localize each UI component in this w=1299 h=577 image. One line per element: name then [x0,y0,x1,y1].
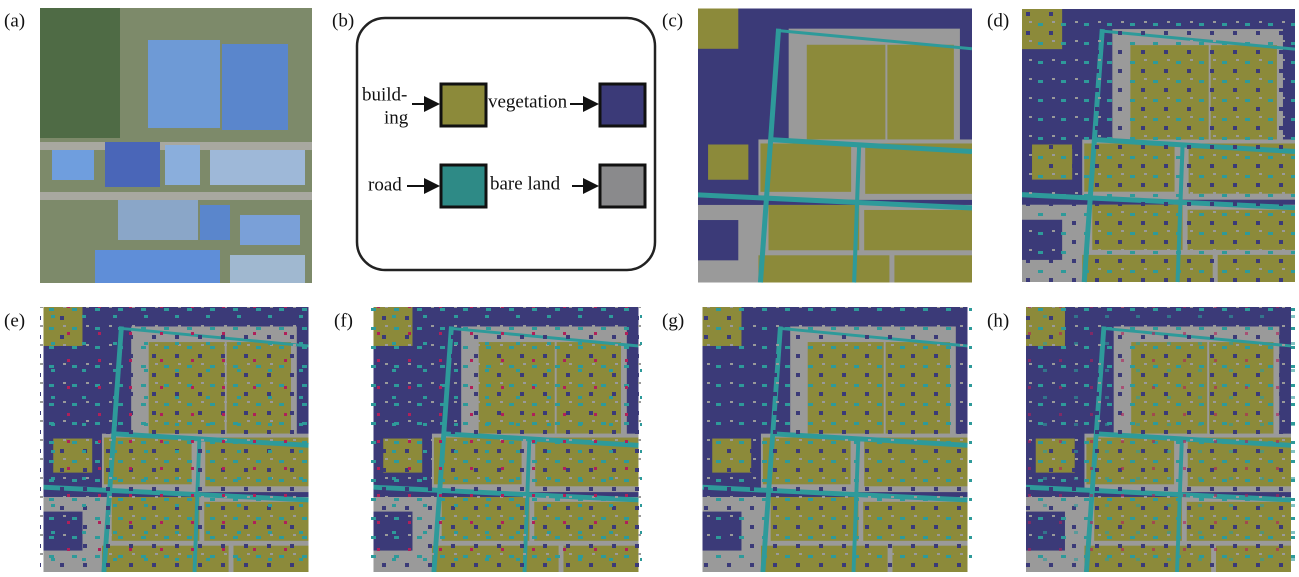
panel-label: (a) [4,10,25,31]
segmentation-map [40,307,312,572]
segmentation-map [698,9,972,283]
segmentation-map [370,307,642,572]
panel-label: (g) [662,310,684,331]
panel-label: (e) [4,310,25,331]
legend-label: build- [362,84,407,105]
panel-label: (d) [987,10,1009,31]
satellite-image [40,8,312,283]
legend: build- ing vegetation road bare land [357,18,655,270]
legend-label: ing [384,107,409,128]
segmentation-map [1022,8,1295,283]
legend-label: bare land [490,173,561,194]
panel-label: (c) [662,10,683,31]
panel-label: (h) [987,310,1009,331]
legend-label: road [368,174,402,195]
legend-label: vegetation [488,91,568,112]
segmentation-map [698,307,972,572]
panel-label: (b) [332,10,354,31]
figure: build- ing vegetation road bare land (a)… [0,0,1299,577]
segmentation-map [1022,307,1295,572]
panel-label: (f) [334,310,353,331]
